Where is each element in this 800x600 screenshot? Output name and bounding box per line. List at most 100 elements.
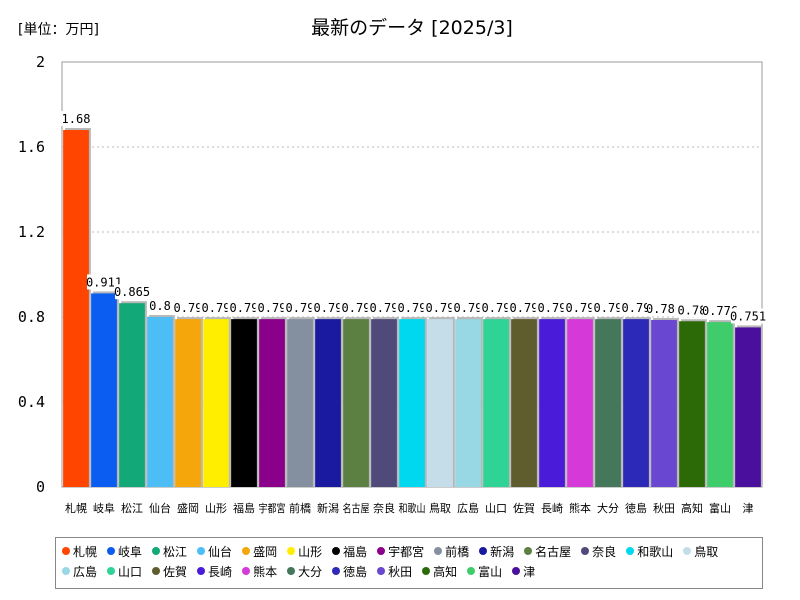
data-label-bg xyxy=(535,300,569,316)
bar xyxy=(231,319,257,487)
data-label: 0.79 xyxy=(566,301,595,315)
legend-item: 高知 xyxy=(422,561,457,581)
legend-swatch xyxy=(626,547,635,555)
bar xyxy=(343,319,369,487)
y-tick-label: 1.6 xyxy=(18,138,45,156)
bar xyxy=(483,319,509,487)
legend-item: 岐阜 xyxy=(107,541,142,561)
data-label: 0.776 xyxy=(702,304,738,318)
legend-label: 和歌山 xyxy=(637,544,674,559)
bar xyxy=(623,319,649,487)
bar xyxy=(315,319,341,487)
data-label-bg xyxy=(283,300,317,316)
legend-item: 仙台 xyxy=(197,541,232,561)
legend-swatch xyxy=(107,547,116,555)
legend-swatch xyxy=(332,567,341,575)
bar xyxy=(707,322,733,487)
legend-swatch xyxy=(479,547,488,555)
x-tick-label: 前橋 xyxy=(289,501,311,515)
legend-label: 秋田 xyxy=(388,564,413,579)
x-tick-label: 福島 xyxy=(233,501,255,515)
data-label: 0.79 xyxy=(622,301,651,315)
legend-item: 山形 xyxy=(287,541,322,561)
data-label: 0.79 xyxy=(482,301,511,315)
data-label-bg xyxy=(451,300,485,316)
x-tick-label: 札幌 xyxy=(65,501,87,515)
legend-label: 宇都宮 xyxy=(388,544,425,559)
legend-swatch xyxy=(242,567,251,575)
legend-label: 札幌 xyxy=(73,544,98,559)
data-label-bg xyxy=(255,300,289,316)
legend-swatch xyxy=(197,567,206,575)
data-label: 0.79 xyxy=(398,301,427,315)
legend-label: 新潟 xyxy=(490,544,515,559)
legend: 札幌 岐阜 松江 仙台 盛岡 山形 福島 宇都宮 前橋 新潟 名古屋 奈良 和歌山 鳥取 広島 山口 佐賀 長崎 熊… xyxy=(55,537,763,589)
data-label-bg xyxy=(423,300,457,316)
x-tick-label: 仙台 xyxy=(149,501,171,515)
data-label-bg xyxy=(675,302,709,318)
x-tick-label: 津 xyxy=(743,502,754,515)
data-label: 0.78 xyxy=(678,303,707,317)
data-label-bg xyxy=(367,300,401,316)
data-label: 0.79 xyxy=(314,301,343,315)
data-label: 0.79 xyxy=(454,301,483,315)
legend-swatch xyxy=(683,547,692,555)
bar xyxy=(259,319,285,487)
legend-label: 長崎 xyxy=(208,564,233,579)
x-tick-label: 富山 xyxy=(709,501,731,515)
x-tick-label: 奈良 xyxy=(373,501,395,515)
legend-label: 福島 xyxy=(343,544,368,559)
legend-swatch xyxy=(287,567,296,575)
data-label: 0.79 xyxy=(258,301,287,315)
y-tick-label: 2 xyxy=(36,53,45,71)
legend-item: 鳥取 xyxy=(683,541,718,561)
legend-swatch xyxy=(332,547,341,555)
legend-label: 盛岡 xyxy=(253,544,278,559)
x-tick-label: 大分 xyxy=(597,501,619,515)
bar xyxy=(63,130,89,487)
legend-label: 熊本 xyxy=(253,564,278,579)
bar xyxy=(511,319,537,487)
bar xyxy=(567,319,593,487)
x-tick-label: 鳥取 xyxy=(429,501,451,515)
data-label: 0.79 xyxy=(538,301,567,315)
bar xyxy=(427,319,453,487)
data-label-bg xyxy=(311,300,345,316)
data-label: 0.751 xyxy=(730,309,766,323)
legend-item: 佐賀 xyxy=(152,561,187,581)
data-label-bg xyxy=(339,300,373,316)
data-label-bg xyxy=(171,300,205,316)
legend-item: 盛岡 xyxy=(242,541,277,561)
data-label-bg xyxy=(563,300,597,316)
legend-item: 新潟 xyxy=(479,541,514,561)
y-tick-label: 0 xyxy=(36,478,45,496)
legend-item: 前橋 xyxy=(434,541,469,561)
legend-swatch xyxy=(62,567,70,575)
legend-item: 和歌山 xyxy=(626,541,673,561)
legend-item: 大分 xyxy=(287,561,322,581)
bar xyxy=(203,319,229,487)
data-label: 0.911 xyxy=(86,275,122,289)
legend-item: 富山 xyxy=(467,561,502,581)
x-tick-label: 徳島 xyxy=(625,501,647,515)
legend-label: 山形 xyxy=(298,544,323,559)
legend-label: 山口 xyxy=(118,564,143,579)
data-label: 0.79 xyxy=(426,301,455,315)
x-tick-label: 広島 xyxy=(457,501,479,515)
y-tick-label: 1.2 xyxy=(18,223,45,241)
data-label: 0.79 xyxy=(370,301,399,315)
data-label-bg xyxy=(647,300,681,316)
x-tick-label: 宇都宮 xyxy=(259,501,286,515)
legend-swatch xyxy=(434,547,443,555)
legend-swatch xyxy=(467,567,476,575)
data-label: 0.786 xyxy=(646,302,682,316)
bar xyxy=(595,319,621,487)
data-label: 0.865 xyxy=(114,285,150,299)
legend-label: 名古屋 xyxy=(535,544,572,559)
x-tick-label: 名古屋 xyxy=(343,501,370,515)
legend-item: 名古屋 xyxy=(524,541,571,561)
data-label-bg xyxy=(395,300,429,316)
x-tick-label: 山形 xyxy=(205,502,227,515)
